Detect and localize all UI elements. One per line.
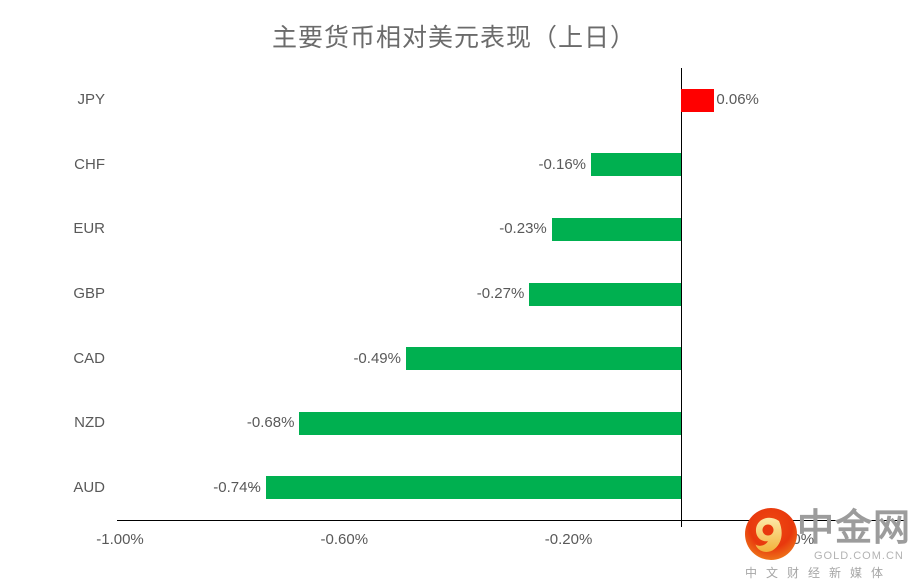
x-axis-line: [117, 520, 905, 521]
gold-logo-icon: [745, 508, 797, 560]
value-label-CHF: -0.16%: [538, 155, 586, 173]
bar-EUR: [551, 217, 681, 241]
value-label-EUR: -0.23%: [499, 220, 547, 238]
bar-JPY: [680, 88, 715, 112]
x-tick-label--0.20%: -0.20%: [544, 531, 593, 548]
category-label-NZD: NZD: [74, 414, 105, 432]
logo-tagline: 中文财经新媒体: [745, 566, 893, 580]
logo-domain: GOLD.COM.CN: [814, 550, 904, 562]
x-tick-label--0.60%: -0.60%: [320, 531, 369, 548]
value-label-JPY: 0.06%: [716, 91, 759, 109]
category-label-GBP: GBP: [73, 285, 105, 302]
category-label-CAD: CAD: [73, 349, 105, 367]
x-tick-label--1.00%: -1.00%: [96, 531, 144, 548]
category-label-JPY: JPY: [77, 91, 105, 109]
value-label-GBP: -0.27%: [476, 285, 525, 302]
value-label-AUD: -0.74%: [213, 478, 261, 496]
value-label-NZD: -0.68%: [246, 414, 295, 432]
category-label-CHF: CHF: [74, 155, 105, 173]
aud-label-leader-dash: [249, 487, 257, 488]
category-label-AUD: AUD: [73, 478, 105, 496]
logo-name: 中金网: [797, 507, 908, 548]
bar-GBP: [529, 282, 681, 306]
bar-CHF: [591, 153, 681, 177]
zero-baseline: [681, 68, 682, 527]
gold-com-cn-watermark: 中金网 GOLD.COM.CN 中文财经新媒体: [743, 504, 908, 580]
bar-NZD: [299, 411, 681, 435]
category-label-EUR: EUR: [73, 220, 105, 238]
bar-AUD: [265, 476, 681, 500]
bar-CAD: [405, 347, 681, 371]
value-label-CAD: -0.49%: [353, 349, 401, 367]
chart-title: 主要货币相对美元表现（上日）: [271, 23, 636, 52]
